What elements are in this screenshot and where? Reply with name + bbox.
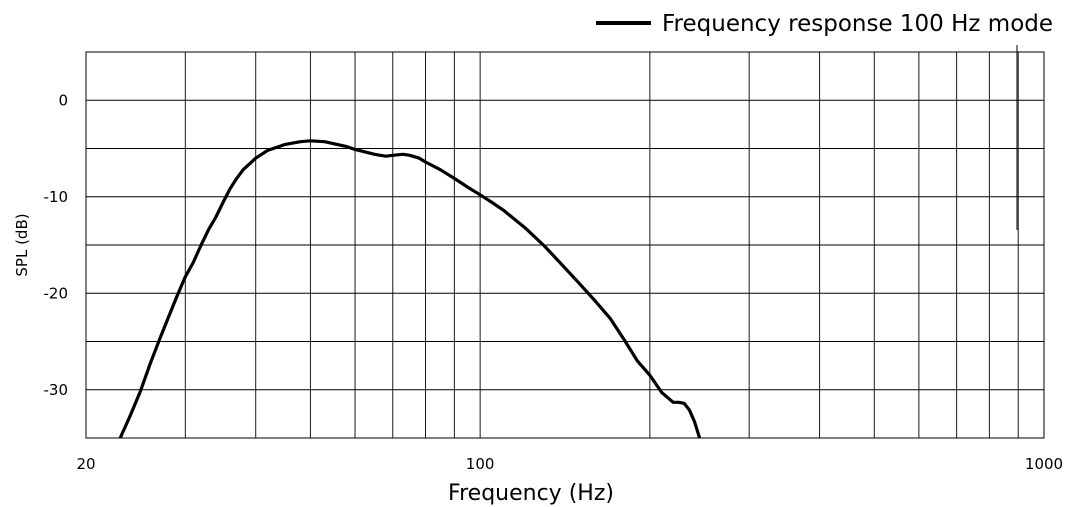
- plot-frame: [85, 51, 1045, 439]
- y-tick-label: -10: [44, 188, 69, 206]
- legend-label: Frequency response 100 Hz mode: [662, 11, 1053, 37]
- x-axis-title: Frequency (Hz): [448, 481, 614, 506]
- x-tick-label: 20: [76, 455, 95, 473]
- series-line-0: [118, 139, 702, 439]
- y-tick-labels: 0 -10 -20 -30: [44, 91, 69, 399]
- x-tick-label: 100: [466, 455, 495, 473]
- x-tick-label: 1000: [1025, 455, 1063, 473]
- x-tick-labels: 20 100 1000: [76, 455, 1063, 473]
- data-series-group: [118, 139, 702, 439]
- legend: Frequency response 100 Hz mode: [596, 11, 1053, 37]
- y-axis-title: SPL (dB): [13, 213, 31, 276]
- y-tick-label: -20: [44, 284, 69, 302]
- y-tick-label: 0: [58, 91, 68, 109]
- y-tick-label: -30: [44, 381, 69, 399]
